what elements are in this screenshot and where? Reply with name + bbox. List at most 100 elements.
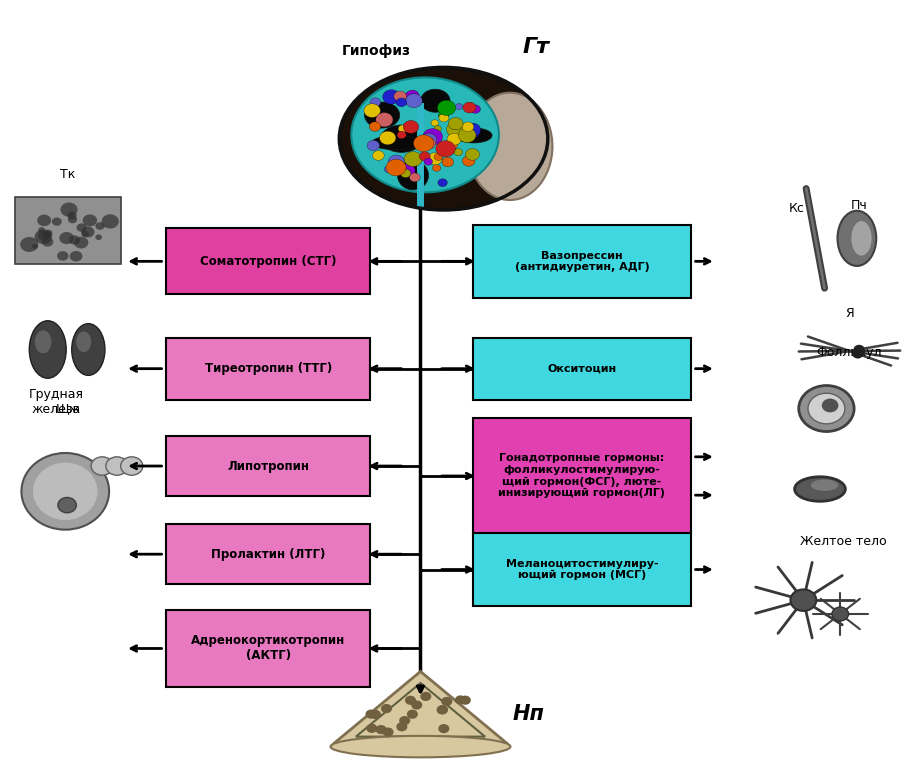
Circle shape xyxy=(380,131,395,144)
Circle shape xyxy=(854,346,865,356)
Text: Гт: Гт xyxy=(522,37,549,57)
Circle shape xyxy=(424,158,432,165)
Text: Соматотропин (СТГ): Соматотропин (СТГ) xyxy=(200,255,336,268)
Circle shape xyxy=(431,120,439,126)
Circle shape xyxy=(438,179,447,187)
Text: Желтое тело: Желтое тело xyxy=(800,535,886,548)
FancyBboxPatch shape xyxy=(473,533,691,606)
Circle shape xyxy=(451,123,459,130)
FancyBboxPatch shape xyxy=(166,525,371,584)
Circle shape xyxy=(463,102,476,113)
Circle shape xyxy=(370,710,381,719)
Ellipse shape xyxy=(351,78,499,192)
Text: Вазопрессин
(антидиуретин, АДГ): Вазопрессин (антидиуретин, АДГ) xyxy=(515,250,650,272)
Text: Фолликул: Фолликул xyxy=(817,346,882,359)
Ellipse shape xyxy=(371,136,420,150)
Circle shape xyxy=(69,251,82,262)
Circle shape xyxy=(366,723,377,733)
Circle shape xyxy=(447,141,457,150)
Circle shape xyxy=(456,104,463,110)
Circle shape xyxy=(95,222,104,230)
Circle shape xyxy=(106,457,128,475)
Circle shape xyxy=(434,154,443,161)
Circle shape xyxy=(370,122,381,131)
Circle shape xyxy=(399,164,415,177)
Circle shape xyxy=(462,156,475,166)
Circle shape xyxy=(396,722,407,731)
Circle shape xyxy=(58,498,77,513)
Circle shape xyxy=(95,234,102,240)
Circle shape xyxy=(381,704,392,713)
Circle shape xyxy=(821,399,838,412)
Text: Грудная
железа: Грудная железа xyxy=(29,388,83,416)
Ellipse shape xyxy=(397,161,429,190)
Ellipse shape xyxy=(30,321,67,379)
Circle shape xyxy=(436,141,456,157)
Circle shape xyxy=(397,131,407,139)
Ellipse shape xyxy=(21,453,109,530)
Circle shape xyxy=(403,91,420,105)
FancyBboxPatch shape xyxy=(166,338,371,399)
Text: Щж: Щж xyxy=(55,402,80,415)
Circle shape xyxy=(372,151,384,161)
Circle shape xyxy=(421,137,436,149)
Circle shape xyxy=(407,710,418,719)
Circle shape xyxy=(81,230,89,237)
Circle shape xyxy=(396,98,407,107)
Circle shape xyxy=(798,386,854,432)
Circle shape xyxy=(399,716,410,725)
Circle shape xyxy=(409,173,420,182)
Circle shape xyxy=(57,251,68,260)
Text: Я: Я xyxy=(845,307,854,320)
Circle shape xyxy=(383,727,394,737)
Text: Пролактин (ЛТГ): Пролактин (ЛТГ) xyxy=(211,548,325,561)
Polygon shape xyxy=(333,671,508,744)
Circle shape xyxy=(375,725,386,734)
Circle shape xyxy=(437,100,456,115)
Ellipse shape xyxy=(35,330,52,353)
Circle shape xyxy=(405,696,416,705)
Circle shape xyxy=(406,94,422,108)
Circle shape xyxy=(52,217,62,226)
Circle shape xyxy=(448,118,463,130)
Ellipse shape xyxy=(77,332,91,353)
Text: Адренокортикотропин
(АКТГ): Адренокортикотропин (АКТГ) xyxy=(191,634,346,663)
Circle shape xyxy=(91,457,114,475)
Ellipse shape xyxy=(33,462,98,520)
Circle shape xyxy=(434,126,442,132)
Circle shape xyxy=(67,216,78,223)
Circle shape xyxy=(69,235,80,245)
FancyBboxPatch shape xyxy=(166,610,371,687)
Circle shape xyxy=(403,121,419,134)
Text: Меланоцитостимулиру-
ющий гормон (МСГ): Меланоцитостимулиру- ющий гормон (МСГ) xyxy=(505,558,658,581)
Circle shape xyxy=(446,121,466,137)
Circle shape xyxy=(400,169,411,177)
FancyBboxPatch shape xyxy=(473,338,691,399)
Circle shape xyxy=(423,128,443,145)
FancyBboxPatch shape xyxy=(16,197,121,264)
Text: Нп: Нп xyxy=(513,703,544,723)
Circle shape xyxy=(852,349,863,359)
Circle shape xyxy=(442,157,454,167)
FancyBboxPatch shape xyxy=(166,436,371,496)
Circle shape xyxy=(388,155,405,168)
Circle shape xyxy=(470,105,480,114)
Circle shape xyxy=(20,237,38,252)
Circle shape xyxy=(60,203,78,217)
Text: Кс: Кс xyxy=(789,202,805,215)
Circle shape xyxy=(466,148,480,161)
Circle shape xyxy=(420,692,432,701)
Text: Пч: Пч xyxy=(850,198,867,211)
Circle shape xyxy=(367,141,380,151)
Circle shape xyxy=(406,90,419,101)
Circle shape xyxy=(38,227,45,233)
FancyBboxPatch shape xyxy=(166,228,371,294)
Circle shape xyxy=(854,345,865,354)
FancyBboxPatch shape xyxy=(473,224,691,298)
Circle shape xyxy=(404,151,422,167)
Circle shape xyxy=(398,125,407,133)
Ellipse shape xyxy=(810,479,838,491)
Circle shape xyxy=(454,148,463,156)
Circle shape xyxy=(442,697,453,706)
Circle shape xyxy=(81,227,94,237)
